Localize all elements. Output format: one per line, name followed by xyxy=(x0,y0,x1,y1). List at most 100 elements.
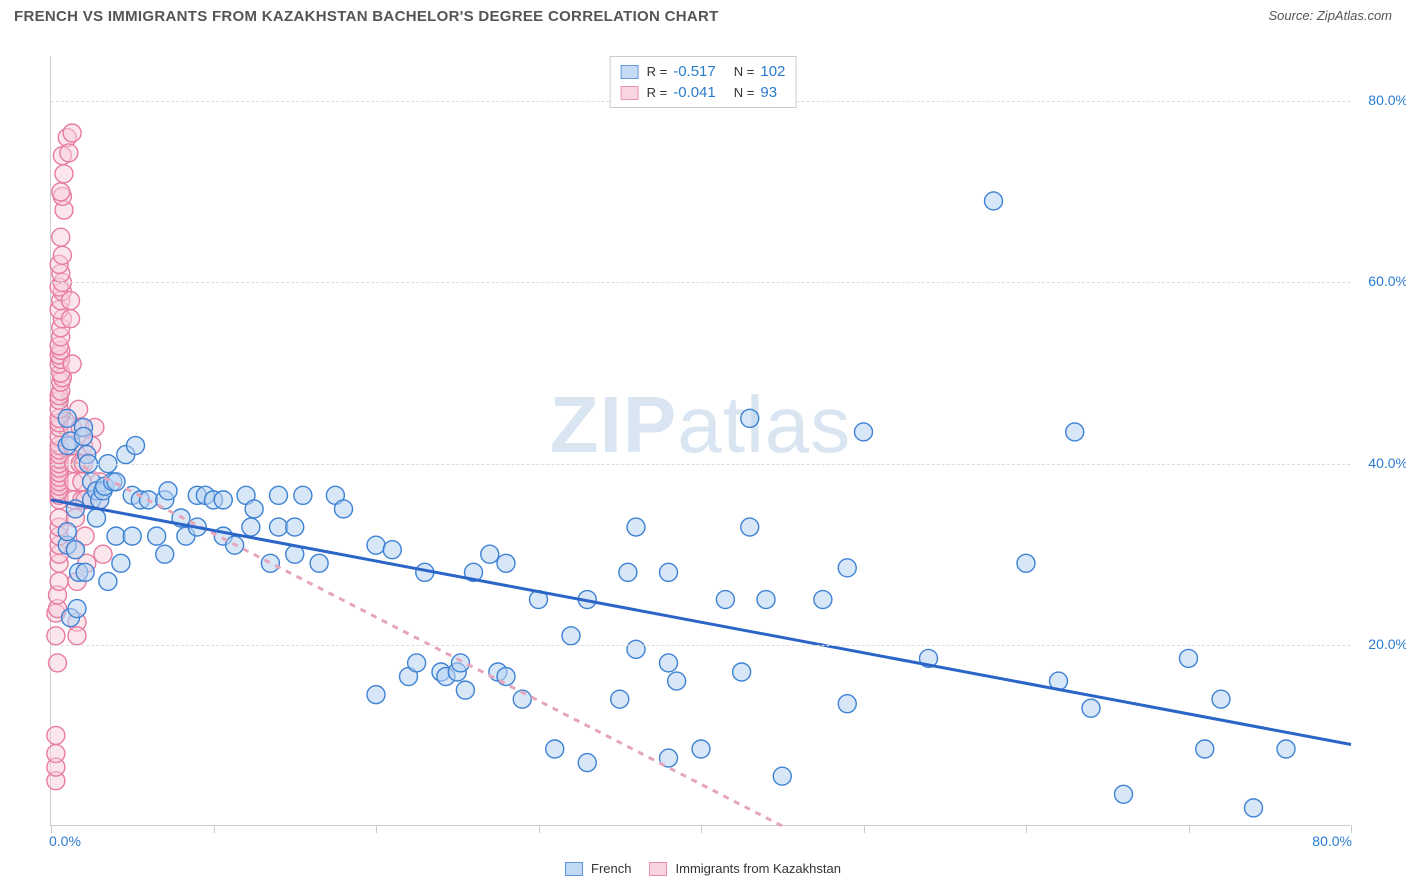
data-point xyxy=(497,668,515,686)
x-tick-label: 0.0% xyxy=(49,833,81,849)
data-point xyxy=(660,654,678,672)
data-point xyxy=(838,695,856,713)
data-point xyxy=(611,690,629,708)
data-point xyxy=(62,310,80,328)
data-point xyxy=(627,640,645,658)
data-point xyxy=(75,427,93,445)
data-point xyxy=(66,541,84,559)
data-point xyxy=(546,740,564,758)
data-point xyxy=(52,183,70,201)
chart-area: ZIPatlas 20.0%40.0%60.0%80.0%0.0%80.0% xyxy=(50,56,1350,826)
data-point xyxy=(58,409,76,427)
x-tick-mark xyxy=(376,825,377,833)
data-point xyxy=(692,740,710,758)
data-point xyxy=(1245,799,1263,817)
data-point xyxy=(47,627,65,645)
data-point xyxy=(107,473,125,491)
data-point xyxy=(88,509,106,527)
data-point xyxy=(408,654,426,672)
source-label: Source: ZipAtlas.com xyxy=(1268,8,1392,23)
x-tick-mark xyxy=(214,825,215,833)
data-point xyxy=(63,124,81,142)
data-point xyxy=(1196,740,1214,758)
legend-series-label: French xyxy=(591,861,631,876)
trend-line xyxy=(51,500,1351,745)
data-point xyxy=(68,627,86,645)
data-point xyxy=(99,572,117,590)
plot-svg xyxy=(51,56,1350,825)
x-tick-mark xyxy=(701,825,702,833)
legend-r: R =-0.517 xyxy=(647,63,716,80)
data-point xyxy=(156,545,174,563)
data-point xyxy=(47,726,65,744)
legend-series-row: French xyxy=(565,859,631,878)
data-point xyxy=(242,518,260,536)
data-point xyxy=(62,292,80,310)
x-tick-mark xyxy=(51,825,52,833)
data-point xyxy=(660,563,678,581)
data-point xyxy=(286,518,304,536)
data-point xyxy=(63,355,81,373)
data-point xyxy=(383,541,401,559)
data-point xyxy=(270,486,288,504)
data-point xyxy=(107,527,125,545)
data-point xyxy=(94,545,112,563)
data-point xyxy=(1082,699,1100,717)
data-point xyxy=(214,491,232,509)
x-tick-mark xyxy=(864,825,865,833)
data-point xyxy=(985,192,1003,210)
gridline xyxy=(51,464,1350,465)
data-point xyxy=(1212,690,1230,708)
x-tick-mark xyxy=(1351,825,1352,833)
data-point xyxy=(855,423,873,441)
legend-stats: R =-0.517 N =102 R =-0.041 N =93 xyxy=(610,56,797,108)
data-point xyxy=(294,486,312,504)
y-tick-label: 20.0% xyxy=(1368,636,1406,652)
data-point xyxy=(261,554,279,572)
data-point xyxy=(1115,785,1133,803)
data-point xyxy=(773,767,791,785)
data-point xyxy=(481,545,499,563)
data-point xyxy=(1017,554,1035,572)
data-point xyxy=(668,672,686,690)
data-point xyxy=(716,591,734,609)
data-point xyxy=(838,559,856,577)
data-point xyxy=(50,572,68,590)
y-tick-label: 40.0% xyxy=(1368,455,1406,471)
legend-series: French Immigrants from Kazakhstan xyxy=(555,855,851,882)
data-point xyxy=(814,591,832,609)
trend-line xyxy=(51,450,782,826)
gridline xyxy=(51,282,1350,283)
data-point xyxy=(55,165,73,183)
legend-swatch xyxy=(565,862,583,876)
data-point xyxy=(562,627,580,645)
data-point xyxy=(1180,649,1198,667)
data-point xyxy=(112,554,130,572)
data-point xyxy=(159,482,177,500)
chart-title: FRENCH VS IMMIGRANTS FROM KAZAKHSTAN BAC… xyxy=(14,8,719,25)
data-point xyxy=(1277,740,1295,758)
y-tick-label: 80.0% xyxy=(1368,92,1406,108)
data-point xyxy=(68,600,86,618)
legend-n: N =93 xyxy=(734,84,777,101)
data-point xyxy=(53,246,71,264)
legend-r: R =-0.041 xyxy=(647,84,716,101)
x-tick-mark xyxy=(539,825,540,833)
data-point xyxy=(310,554,328,572)
legend-series-row: Immigrants from Kazakhstan xyxy=(650,859,841,878)
legend-swatch xyxy=(621,86,639,100)
y-tick-label: 60.0% xyxy=(1368,273,1406,289)
data-point xyxy=(123,527,141,545)
data-point xyxy=(456,681,474,699)
x-tick-mark xyxy=(1189,825,1190,833)
legend-swatch xyxy=(621,65,639,79)
data-point xyxy=(270,518,288,536)
x-tick-label: 80.0% xyxy=(1312,833,1352,849)
legend-swatch xyxy=(650,862,668,876)
x-tick-mark xyxy=(1026,825,1027,833)
data-point xyxy=(741,409,759,427)
legend-stat-row: R =-0.517 N =102 xyxy=(621,61,786,82)
data-point xyxy=(148,527,166,545)
data-point xyxy=(578,754,596,772)
data-point xyxy=(127,437,145,455)
